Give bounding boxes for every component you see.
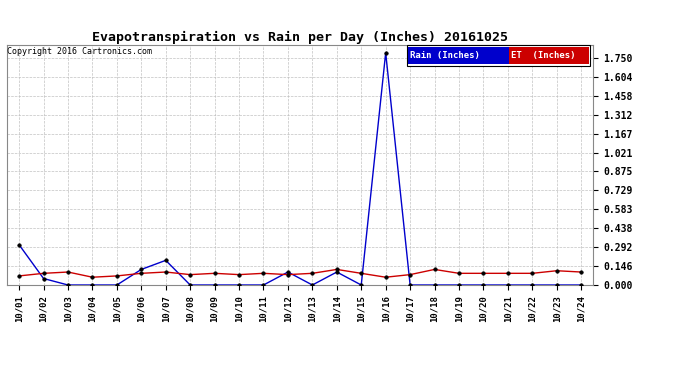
Text: Rain (Inches): Rain (Inches) bbox=[410, 51, 480, 60]
Title: Evapotranspiration vs Rain per Day (Inches) 20161025: Evapotranspiration vs Rain per Day (Inch… bbox=[92, 31, 508, 44]
Text: ET  (Inches): ET (Inches) bbox=[511, 51, 575, 60]
Text: Copyright 2016 Cartronics.com: Copyright 2016 Cartronics.com bbox=[7, 47, 152, 56]
